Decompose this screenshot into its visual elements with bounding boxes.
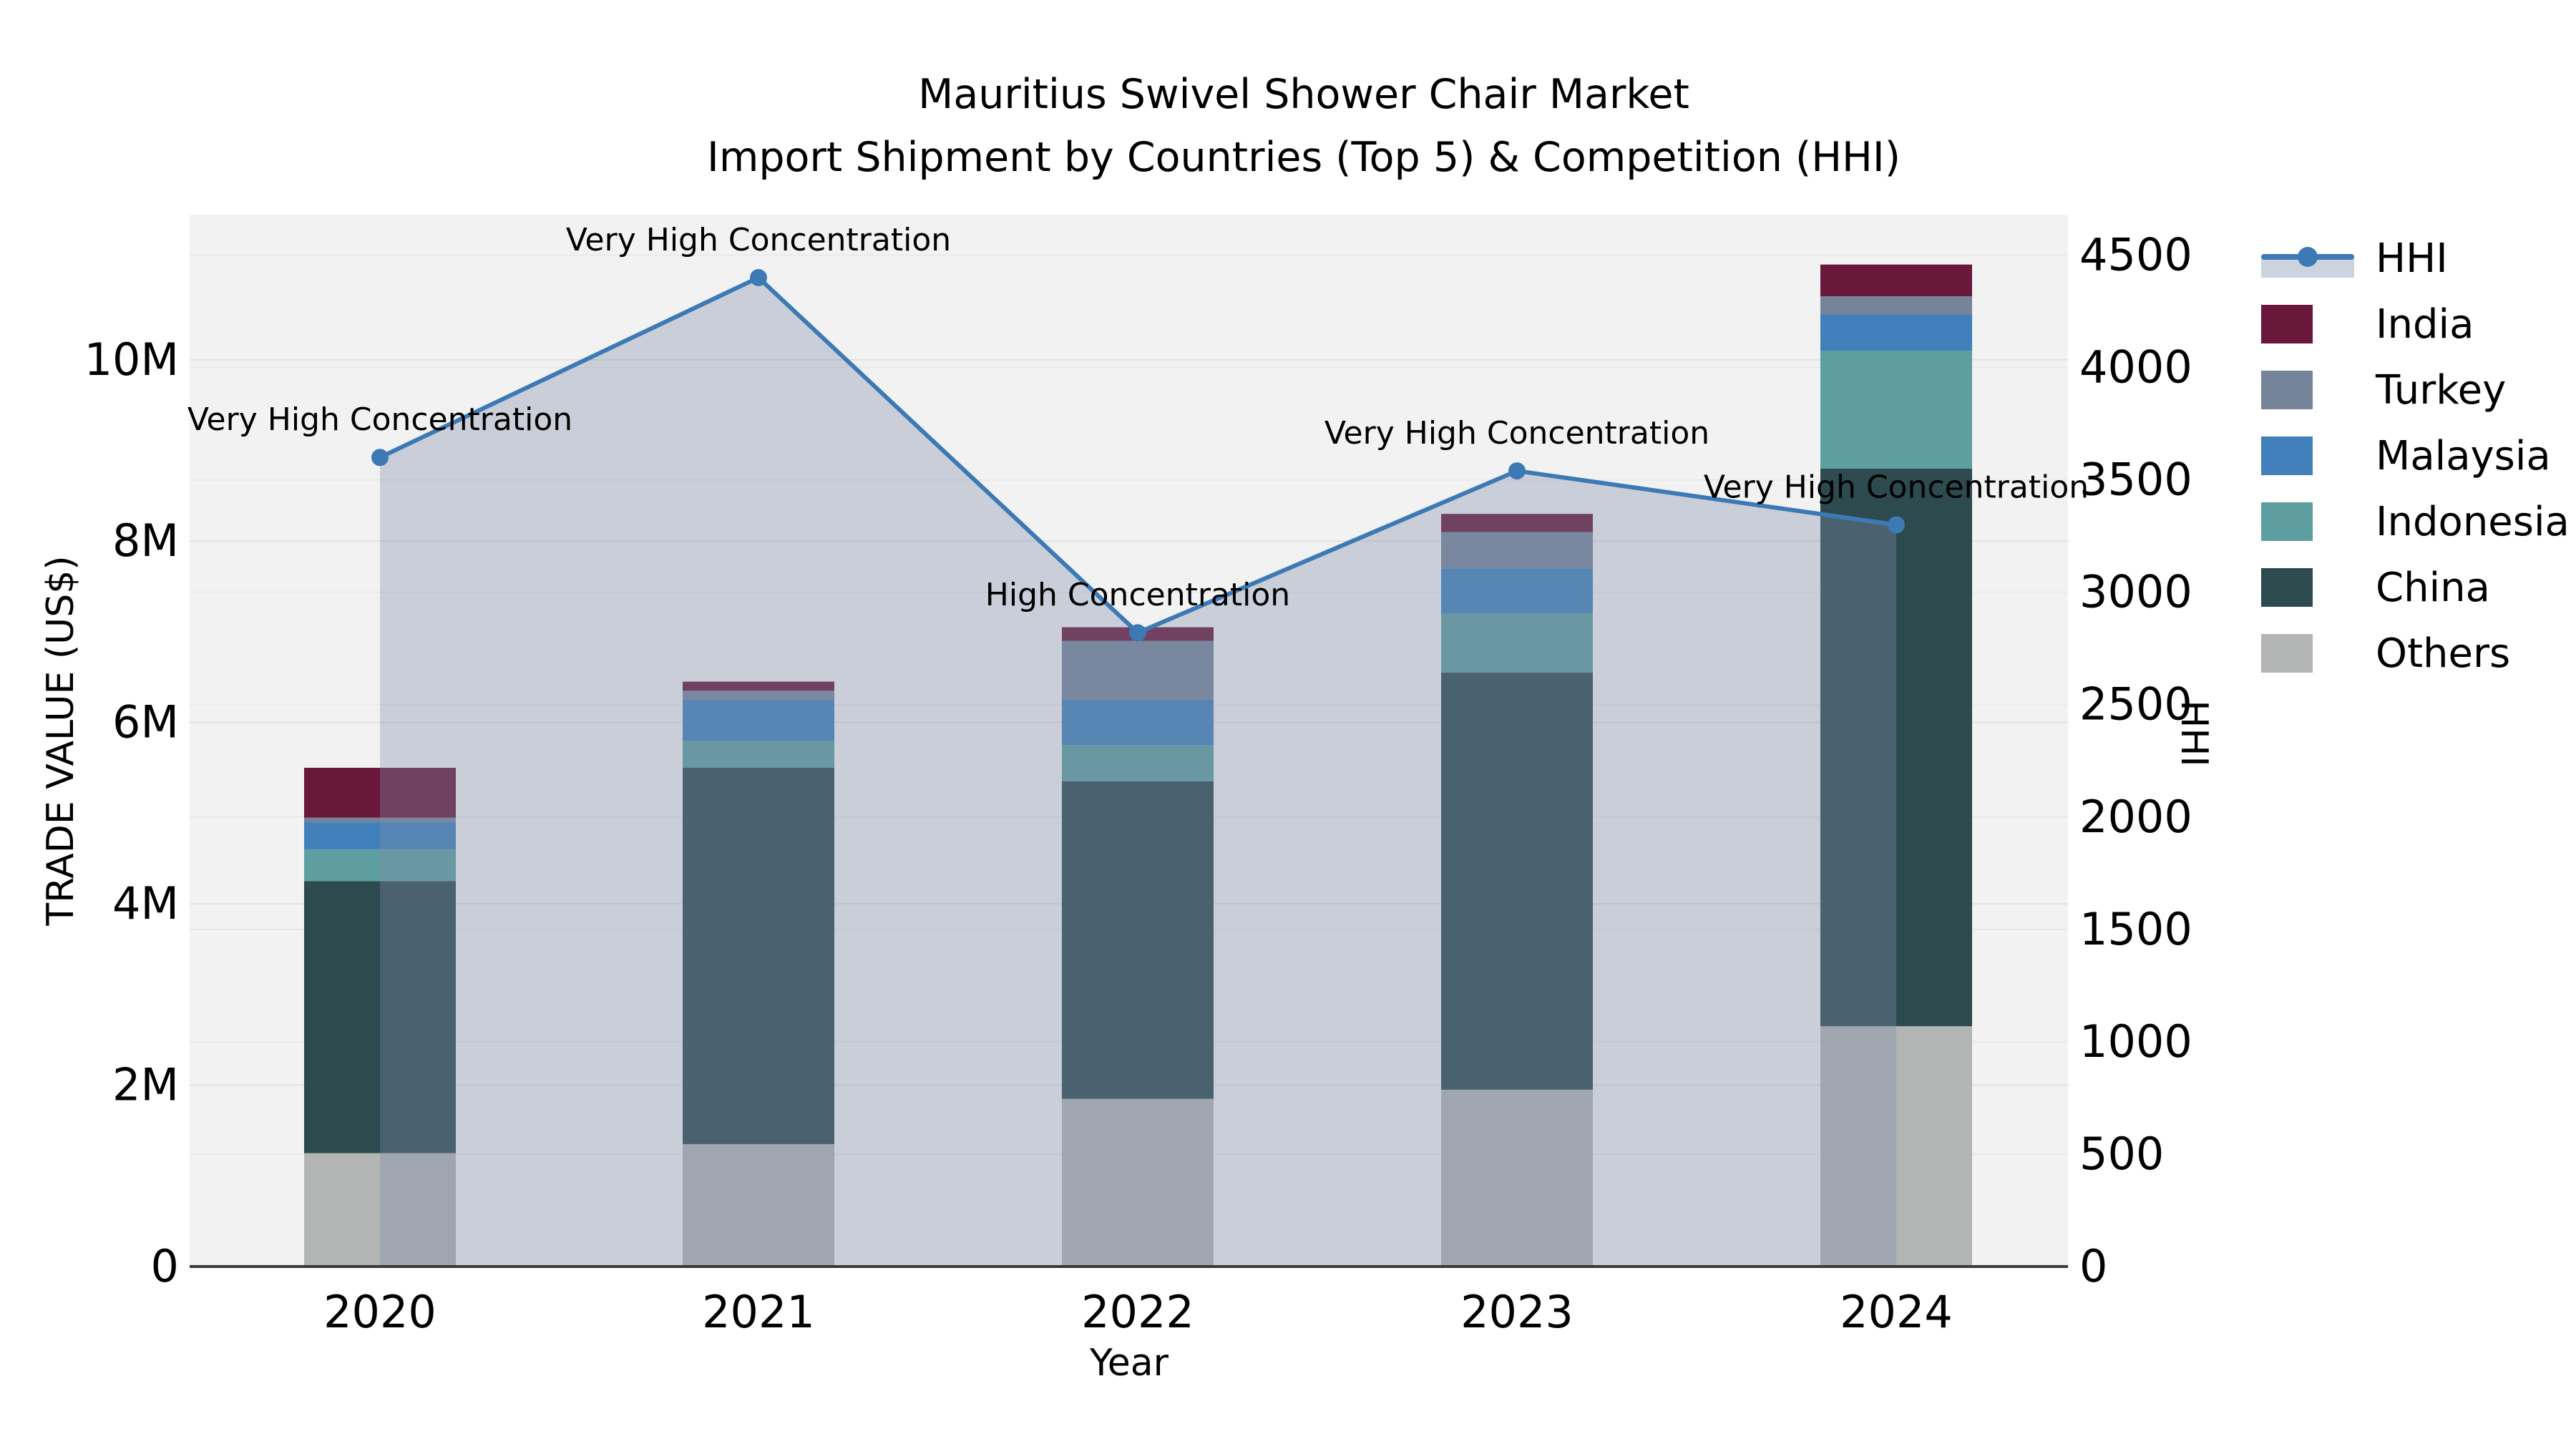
color-swatch bbox=[2261, 371, 2313, 409]
y-tick-right-3000: 3000 bbox=[2079, 566, 2192, 618]
y-tick-right-2000: 2000 bbox=[2079, 791, 2192, 843]
bar-segment-china-2024 bbox=[1820, 468, 1972, 1027]
y-tick-right-3500: 3500 bbox=[2079, 454, 2192, 506]
bar-segment-china-2020 bbox=[304, 881, 456, 1153]
bar-segment-turkey-2024 bbox=[1820, 296, 1972, 315]
x-tick-2022: 2022 bbox=[1081, 1286, 1194, 1338]
x-axis-title: Year bbox=[1089, 1342, 1169, 1385]
chart-title-line1: Mauritius Swivel Shower Chair Market bbox=[918, 71, 1689, 118]
legend-item-india: India bbox=[2261, 291, 2570, 357]
bar-segment-indonesia-2023 bbox=[1441, 613, 1593, 673]
bar-segment-india-2021 bbox=[683, 681, 834, 691]
bar-segment-indonesia-2024 bbox=[1820, 351, 1972, 469]
bar-segment-malaysia-2022 bbox=[1062, 699, 1214, 746]
x-tick-2023: 2023 bbox=[1460, 1286, 1574, 1338]
color-swatch bbox=[2261, 436, 2313, 475]
bar-segment-india-2023 bbox=[1441, 514, 1593, 532]
legend-swatch-china bbox=[2261, 568, 2354, 607]
legend-label: Malaysia bbox=[2376, 432, 2551, 479]
y-tick-left-10M: 10M bbox=[84, 333, 179, 386]
annotation-2022: High Concentration bbox=[985, 577, 1290, 613]
hhi-marker-2024 bbox=[1888, 516, 1905, 534]
bar-segment-turkey-2021 bbox=[683, 691, 834, 700]
legend-item-indonesia: Indonesia bbox=[2261, 489, 2570, 555]
chart-title: Mauritius Swivel Shower Chair Market Imp… bbox=[707, 63, 1901, 189]
color-swatch bbox=[2261, 305, 2313, 343]
legend-swatch-turkey bbox=[2261, 371, 2354, 409]
legend-label: Indonesia bbox=[2376, 498, 2570, 545]
bar-segment-malaysia-2024 bbox=[1820, 314, 1972, 351]
bar-segment-indonesia-2022 bbox=[1062, 745, 1214, 782]
y-tick-left-8M: 8M bbox=[112, 514, 179, 567]
x-tick-2020: 2020 bbox=[323, 1286, 436, 1338]
y-tick-left-4M: 4M bbox=[112, 877, 179, 930]
y-axis-left-title: TRADE VALUE (US$) bbox=[39, 555, 82, 926]
bar-segment-china-2021 bbox=[683, 768, 834, 1144]
y-tick-right-2500: 2500 bbox=[2079, 678, 2192, 731]
chart-title-line2: Import Shipment by Countries (Top 5) & C… bbox=[707, 134, 1901, 181]
y-tick-right-4000: 4000 bbox=[2079, 341, 2192, 394]
legend: HHI India Turkey Malaysia Indonesia China Othe… bbox=[2261, 225, 2570, 686]
bar-segment-others-2021 bbox=[683, 1143, 834, 1267]
legend-swatch-others bbox=[2261, 634, 2354, 673]
hhi-area-fill bbox=[380, 277, 1896, 1267]
hhi-marker-2021 bbox=[750, 268, 767, 286]
bar-segment-turkey-2020 bbox=[304, 817, 456, 823]
bar-segment-others-2020 bbox=[304, 1153, 456, 1267]
legend-label: Others bbox=[2376, 630, 2511, 677]
legend-swatch-malaysia bbox=[2261, 436, 2354, 475]
bar-segment-malaysia-2020 bbox=[304, 822, 456, 850]
hhi-marker-2022 bbox=[1129, 624, 1146, 642]
hhi-marker-2020 bbox=[371, 449, 389, 467]
legend-label: HHI bbox=[2376, 235, 2448, 282]
y-tick-left-2M: 2M bbox=[112, 1059, 179, 1111]
bar-segment-turkey-2023 bbox=[1441, 532, 1593, 569]
annotation-2024: Very High Concentration bbox=[1704, 469, 2089, 505]
legend-label: China bbox=[2376, 564, 2490, 611]
legend-label: India bbox=[2376, 301, 2474, 348]
x-tick-2024: 2024 bbox=[1840, 1286, 1953, 1338]
legend-item-others: Others bbox=[2261, 620, 2570, 686]
annotation-2021: Very High Concentration bbox=[566, 222, 951, 258]
bar-segment-india-2020 bbox=[304, 768, 456, 818]
bar-segment-others-2024 bbox=[1820, 1026, 1972, 1267]
annotation-2023: Very High Concentration bbox=[1324, 415, 1709, 452]
y-tick-left-6M: 6M bbox=[112, 696, 179, 748]
bar-segment-others-2022 bbox=[1062, 1098, 1214, 1267]
legend-item-hhi: HHI bbox=[2261, 225, 2570, 291]
legend-item-turkey: Turkey bbox=[2261, 357, 2570, 423]
bar-segment-china-2023 bbox=[1441, 672, 1593, 1090]
color-swatch bbox=[2261, 568, 2313, 607]
y-tick-left-0: 0 bbox=[151, 1240, 179, 1292]
bar-segment-indonesia-2021 bbox=[683, 741, 834, 769]
legend-item-china: China bbox=[2261, 555, 2570, 620]
y-axis-right-title: HHI bbox=[2172, 700, 2215, 767]
y-tick-right-4500: 4500 bbox=[2079, 229, 2192, 281]
bar-segment-malaysia-2023 bbox=[1441, 568, 1593, 614]
color-swatch bbox=[2261, 634, 2313, 673]
legend-item-malaysia: Malaysia bbox=[2261, 423, 2570, 489]
legend-swatch-india bbox=[2261, 305, 2354, 343]
bar-segment-malaysia-2021 bbox=[683, 699, 834, 741]
bar-segment-others-2023 bbox=[1441, 1089, 1593, 1267]
y-tick-right-1000: 1000 bbox=[2079, 1015, 2192, 1068]
y-tick-right-1500: 1500 bbox=[2079, 903, 2192, 955]
color-swatch bbox=[2261, 502, 2313, 541]
hhi-legend-dot bbox=[2298, 247, 2318, 267]
bar-segment-turkey-2022 bbox=[1062, 640, 1214, 700]
legend-swatch-indonesia bbox=[2261, 502, 2354, 541]
y-tick-right-0: 0 bbox=[2079, 1240, 2107, 1292]
hhi-line-icon bbox=[2261, 239, 2354, 278]
bar-segment-china-2022 bbox=[1062, 781, 1214, 1099]
annotation-2020: Very High Concentration bbox=[187, 401, 572, 438]
y-tick-right-500: 500 bbox=[2079, 1128, 2164, 1180]
x-tick-2021: 2021 bbox=[702, 1286, 815, 1338]
bar-segment-india-2024 bbox=[1820, 264, 1972, 297]
hhi-marker-2023 bbox=[1508, 462, 1526, 480]
bar-segment-indonesia-2020 bbox=[304, 849, 456, 882]
legend-label: Turkey bbox=[2376, 366, 2507, 414]
